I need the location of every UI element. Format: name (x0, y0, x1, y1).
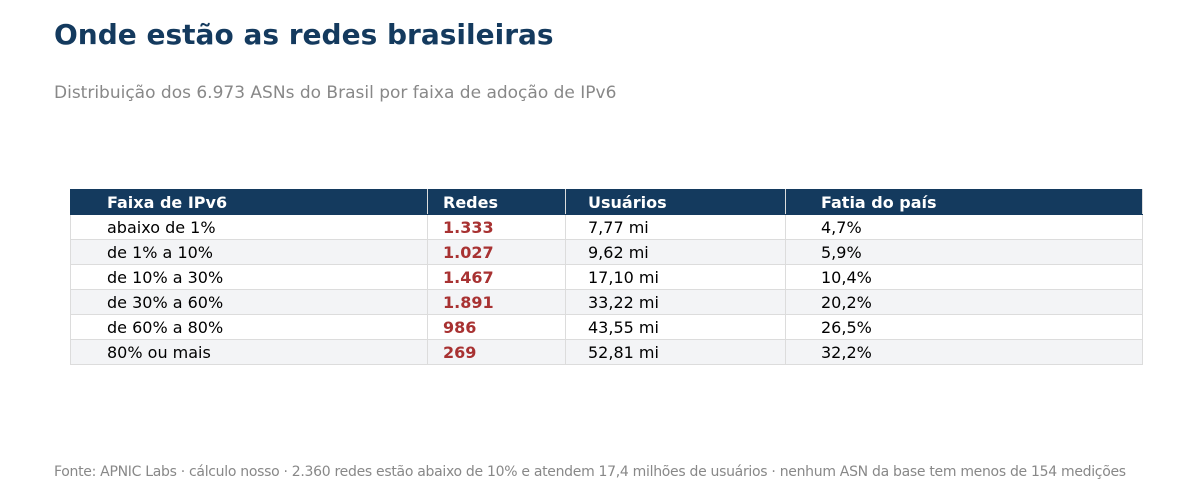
table-cell: 52,81 mi (565, 339, 786, 365)
table-cell: 20,2% (785, 289, 1143, 315)
network-count: 1.027 (427, 239, 566, 265)
table-cell: abaixo de 1% (70, 214, 428, 240)
table-cell: de 30% a 60% (70, 289, 428, 315)
table-cell: de 1% a 10% (70, 239, 428, 265)
network-count: 1.333 (427, 214, 566, 240)
table-cell: 4,7% (785, 214, 1143, 240)
table-row: de 1% a 10% 1.027 9,62 mi 5,9% (70, 239, 1143, 265)
header-row: Faixa de IPv6 Redes Usuários Fatia do país (70, 189, 1143, 215)
network-count: 1.467 (427, 264, 566, 290)
table-row: de 10% a 30% 1.467 17,10 mi 10,4% (70, 264, 1143, 290)
table-cell: de 60% a 80% (70, 314, 428, 340)
footer-source: Fonte: APNIC Labs · cálculo nosso · 2.36… (54, 464, 1126, 480)
table-cell: 43,55 mi (565, 314, 786, 340)
column-header: Redes (427, 189, 566, 215)
network-count: 1.891 (427, 289, 566, 315)
subtitle: Distribuição dos 6.973 ASNs do Brasil po… (54, 83, 617, 103)
network-count: 986 (427, 314, 566, 340)
column-header: Faixa de IPv6 (70, 189, 428, 215)
column-header: Usuários (565, 189, 786, 215)
table-row: de 30% a 60% 1.891 33,22 mi 20,2% (70, 289, 1143, 315)
table-cell: 17,10 mi (565, 264, 786, 290)
table-row: abaixo de 1% 1.333 7,77 mi 4,7% (70, 214, 1143, 240)
data-table: Faixa de IPv6 Redes Usuários Fatia do país … (70, 189, 1143, 365)
table-cell: 33,22 mi (565, 289, 786, 315)
table-cell: 9,62 mi (565, 239, 786, 265)
column-header: Fatia do país (785, 189, 1143, 215)
title: Onde estão as redes brasileiras (54, 18, 554, 51)
network-count: 269 (427, 339, 566, 365)
table-cell: 26,5% (785, 314, 1143, 340)
table-cell: 32,2% (785, 339, 1143, 365)
table-row: 80% ou mais 269 52,81 mi 32,2% (70, 339, 1143, 365)
table-row: de 60% a 80% 986 43,55 mi 26,5% (70, 314, 1143, 340)
table-cell: 7,77 mi (565, 214, 786, 240)
table-body: abaixo de 1% 1.333 7,77 mi 4,7% de 1% a 10% 1… (70, 214, 1143, 365)
table-cell: de 10% a 30% (70, 264, 428, 290)
table-cell: 10,4% (785, 264, 1143, 290)
table-cell: 80% ou mais (70, 339, 428, 365)
table-cell: 5,9% (785, 239, 1143, 265)
